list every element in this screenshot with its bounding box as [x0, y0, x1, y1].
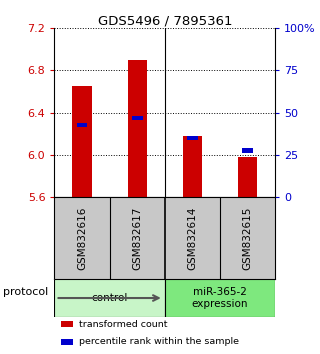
Text: GSM832616: GSM832616	[77, 206, 87, 270]
Bar	[242, 148, 253, 153]
Text: transformed count: transformed count	[79, 320, 167, 329]
Bar	[77, 123, 87, 127]
Bar	[238, 157, 257, 197]
Text: protocol: protocol	[3, 287, 48, 297]
Bar	[54, 279, 165, 317]
Title: GDS5496 / 7895361: GDS5496 / 7895361	[98, 14, 232, 27]
Bar	[72, 86, 92, 197]
Text: miR-365-2
expression: miR-365-2 expression	[192, 287, 248, 309]
Text: GSM832615: GSM832615	[243, 206, 252, 270]
Bar	[61, 339, 73, 345]
Bar	[187, 136, 198, 140]
Text: control: control	[92, 293, 128, 303]
Text: GSM832617: GSM832617	[132, 206, 142, 270]
Bar	[132, 116, 142, 120]
Text: GSM832614: GSM832614	[188, 206, 197, 270]
Bar	[128, 60, 147, 197]
Bar	[183, 136, 202, 197]
Text: percentile rank within the sample: percentile rank within the sample	[79, 337, 239, 346]
Bar	[165, 279, 275, 317]
Bar	[61, 321, 73, 327]
